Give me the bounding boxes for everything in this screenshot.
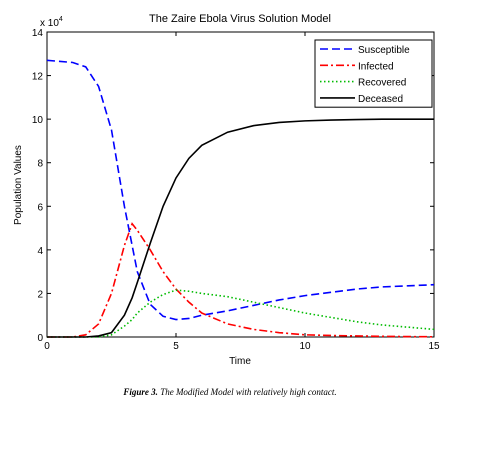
series-line <box>47 289 435 338</box>
legend-label: Deceased <box>358 94 403 105</box>
axes-box <box>46 31 435 338</box>
x-tick-label: 15 <box>428 341 440 352</box>
y-axis-label: Population Values <box>13 145 24 225</box>
x-axis-label: Time <box>229 356 251 367</box>
chart-title: The Zaire Ebola Virus Solution Model <box>149 13 331 25</box>
caption-text: The Modified Model with relatively high … <box>160 387 336 397</box>
y-tick-label: 2 <box>37 289 43 300</box>
legend-label: Susceptible <box>358 45 410 56</box>
series-line <box>47 222 435 338</box>
y-tick-label: 6 <box>37 202 43 213</box>
legend-box <box>314 39 433 108</box>
y-multiplier-base: x 10 <box>40 18 59 29</box>
legend-label: Infected <box>358 61 394 72</box>
y-tick-label: 14 <box>32 28 44 39</box>
y-multiplier-exponent: 4 <box>59 16 63 23</box>
y-multiplier: x 104 <box>40 16 63 29</box>
y-tick-label: 12 <box>32 72 44 83</box>
y-tick-label: 8 <box>37 159 43 170</box>
caption: Figure 3. The Modified Model with relati… <box>122 387 336 397</box>
legend-label: Recovered <box>358 78 406 89</box>
y-tick-label: 10 <box>32 115 44 126</box>
y-tick-label: 0 <box>37 333 43 344</box>
x-tick-label: 10 <box>299 341 311 352</box>
series-line <box>47 118 434 338</box>
x-tick-label: 5 <box>173 341 179 352</box>
series-line <box>46 59 435 321</box>
x-tick-label: 0 <box>44 341 50 352</box>
y-tick-label: 4 <box>37 246 43 257</box>
caption-label: Figure 3. <box>122 387 158 397</box>
